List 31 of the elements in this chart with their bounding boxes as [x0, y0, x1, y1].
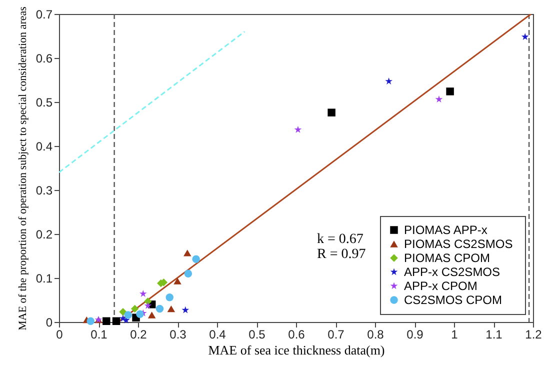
x-tick-label: 1.1 — [486, 328, 503, 342]
x-tick-label: 0.2 — [130, 328, 148, 342]
legend-label: PIOMAS CS2SMOS — [404, 237, 513, 251]
legend-label: PIOMAS CPOM — [404, 251, 490, 265]
x-tick-label: 0.5 — [248, 328, 266, 342]
y-tick-label: 0.1 — [36, 272, 53, 286]
y-tick-label: 0.7 — [36, 8, 53, 22]
x-tick-label: 1.2 — [525, 328, 542, 342]
x-tick-label: 0.3 — [170, 328, 187, 342]
x-tick-label: 0.7 — [328, 328, 345, 342]
x-tick-label: 0 — [56, 328, 64, 342]
x-tick-label: 0.9 — [406, 328, 424, 342]
annotation: R = 0.97 — [317, 247, 366, 262]
legend-label: APP-x CS2SMOS — [404, 265, 500, 279]
y-tick-label: 0.3 — [36, 184, 53, 198]
y-tick-label: 0.2 — [36, 228, 53, 242]
legend-label: APP-x CPOM — [404, 279, 478, 293]
y-tick-label: 0 — [46, 316, 53, 330]
x-tick-label: 1 — [451, 328, 458, 342]
y-tick-label: 0.6 — [36, 52, 53, 66]
x-tick-label: 0.6 — [288, 328, 306, 342]
x-tick-label: 0.1 — [90, 328, 108, 342]
annotation: k = 0.67 — [317, 232, 364, 247]
y-axis-title: MAE of the proportion of operation subject to special consideration areas — [16, 6, 29, 330]
x-axis-title: MAE of sea ice thickness data(m) — [208, 342, 385, 358]
x-tick-label: 0.4 — [209, 328, 226, 342]
legend-label: PIOMAS APP-x — [404, 223, 488, 237]
y-tick-label: 0.4 — [36, 140, 53, 154]
x-tick-label: 0.8 — [367, 328, 384, 342]
legend-label: CS2SMOS CPOM — [404, 293, 502, 307]
y-tick-label: 0.5 — [36, 96, 53, 110]
